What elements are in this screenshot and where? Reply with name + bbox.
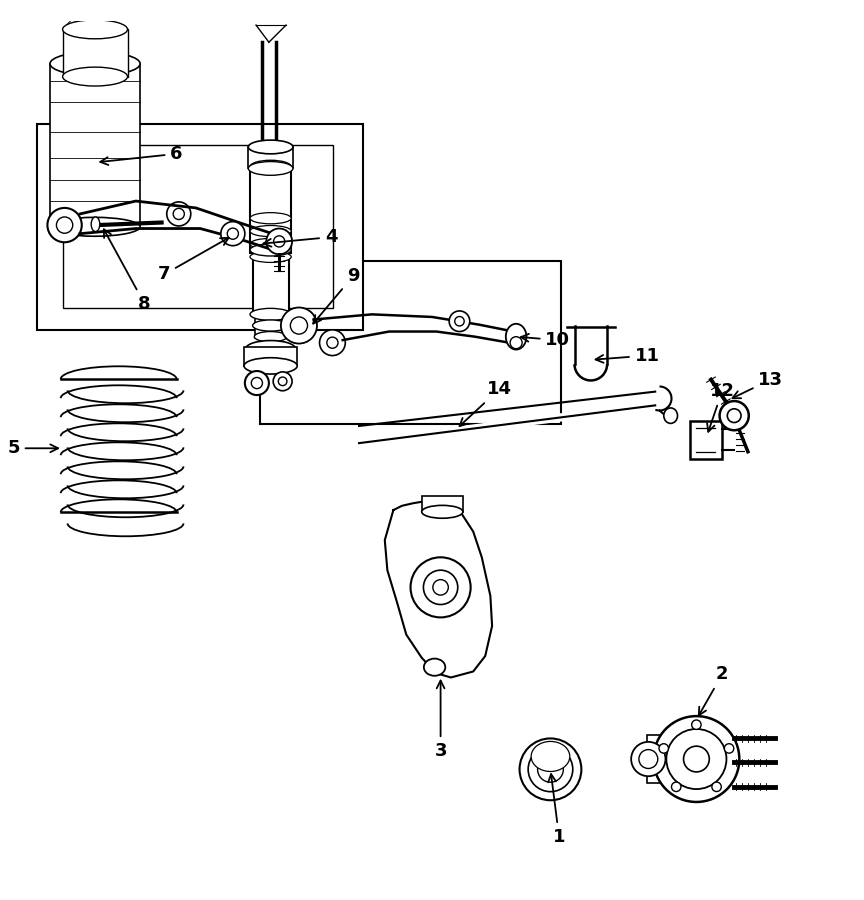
Ellipse shape — [62, 20, 128, 39]
Bar — [422, 497, 463, 512]
Ellipse shape — [454, 317, 464, 326]
Ellipse shape — [252, 320, 289, 331]
Ellipse shape — [666, 729, 727, 789]
Ellipse shape — [167, 202, 191, 226]
Ellipse shape — [720, 401, 749, 430]
Text: 11: 11 — [595, 346, 659, 364]
Text: 3: 3 — [435, 680, 447, 760]
Ellipse shape — [423, 571, 458, 605]
Ellipse shape — [281, 308, 317, 344]
Ellipse shape — [510, 337, 522, 348]
Ellipse shape — [250, 160, 291, 173]
Bar — [50, 64, 140, 227]
Ellipse shape — [531, 742, 569, 771]
Text: 1: 1 — [548, 774, 565, 846]
Ellipse shape — [724, 743, 734, 753]
Text: 6: 6 — [100, 145, 182, 165]
Bar — [255, 314, 286, 338]
Ellipse shape — [433, 580, 448, 595]
Ellipse shape — [664, 408, 677, 423]
Ellipse shape — [245, 340, 295, 357]
Ellipse shape — [244, 357, 297, 374]
Ellipse shape — [727, 409, 741, 422]
Ellipse shape — [250, 244, 291, 256]
Bar — [37, 124, 364, 329]
Ellipse shape — [274, 236, 285, 247]
Ellipse shape — [273, 372, 292, 391]
Ellipse shape — [683, 746, 709, 772]
Ellipse shape — [62, 68, 128, 86]
Ellipse shape — [410, 557, 471, 617]
Ellipse shape — [290, 317, 308, 334]
Bar — [260, 261, 561, 424]
Ellipse shape — [638, 750, 658, 769]
Ellipse shape — [254, 331, 287, 342]
Ellipse shape — [519, 738, 581, 800]
Ellipse shape — [48, 208, 82, 242]
Ellipse shape — [505, 324, 526, 349]
Ellipse shape — [278, 377, 287, 385]
Ellipse shape — [712, 782, 721, 791]
Ellipse shape — [327, 338, 338, 348]
Ellipse shape — [653, 716, 740, 802]
Ellipse shape — [250, 212, 291, 224]
Text: 12: 12 — [707, 382, 734, 432]
Text: 9: 9 — [313, 267, 359, 324]
Bar — [250, 166, 291, 253]
Ellipse shape — [537, 757, 563, 782]
Bar — [252, 250, 289, 317]
Ellipse shape — [173, 208, 184, 220]
Text: 4: 4 — [264, 228, 337, 247]
Bar — [248, 147, 293, 168]
Polygon shape — [384, 497, 492, 678]
Ellipse shape — [92, 217, 99, 231]
Ellipse shape — [251, 377, 263, 389]
Ellipse shape — [659, 743, 669, 753]
Ellipse shape — [248, 162, 293, 176]
Bar — [63, 145, 334, 309]
Ellipse shape — [250, 309, 291, 320]
Text: 10: 10 — [521, 331, 570, 349]
Ellipse shape — [320, 329, 346, 356]
Text: 2: 2 — [699, 665, 728, 716]
Bar — [646, 735, 700, 783]
Ellipse shape — [266, 229, 292, 255]
Bar — [689, 421, 722, 459]
Ellipse shape — [56, 217, 73, 233]
Ellipse shape — [671, 782, 681, 791]
Ellipse shape — [424, 659, 445, 676]
Ellipse shape — [449, 310, 470, 331]
Text: 8: 8 — [104, 230, 150, 312]
Ellipse shape — [250, 238, 291, 249]
Text: 5: 5 — [8, 439, 58, 457]
Text: 13: 13 — [733, 371, 783, 398]
Text: 14: 14 — [460, 381, 511, 426]
Ellipse shape — [250, 251, 291, 263]
Ellipse shape — [632, 742, 665, 776]
Ellipse shape — [250, 226, 291, 237]
Ellipse shape — [227, 228, 238, 239]
Bar — [244, 347, 297, 366]
Ellipse shape — [221, 221, 245, 246]
Ellipse shape — [248, 140, 293, 154]
Ellipse shape — [422, 506, 463, 518]
Ellipse shape — [692, 720, 701, 729]
Text: 7: 7 — [158, 238, 229, 284]
Ellipse shape — [50, 218, 140, 236]
Bar — [62, 30, 128, 76]
Ellipse shape — [245, 371, 269, 395]
Ellipse shape — [528, 747, 573, 792]
Ellipse shape — [50, 51, 140, 76]
